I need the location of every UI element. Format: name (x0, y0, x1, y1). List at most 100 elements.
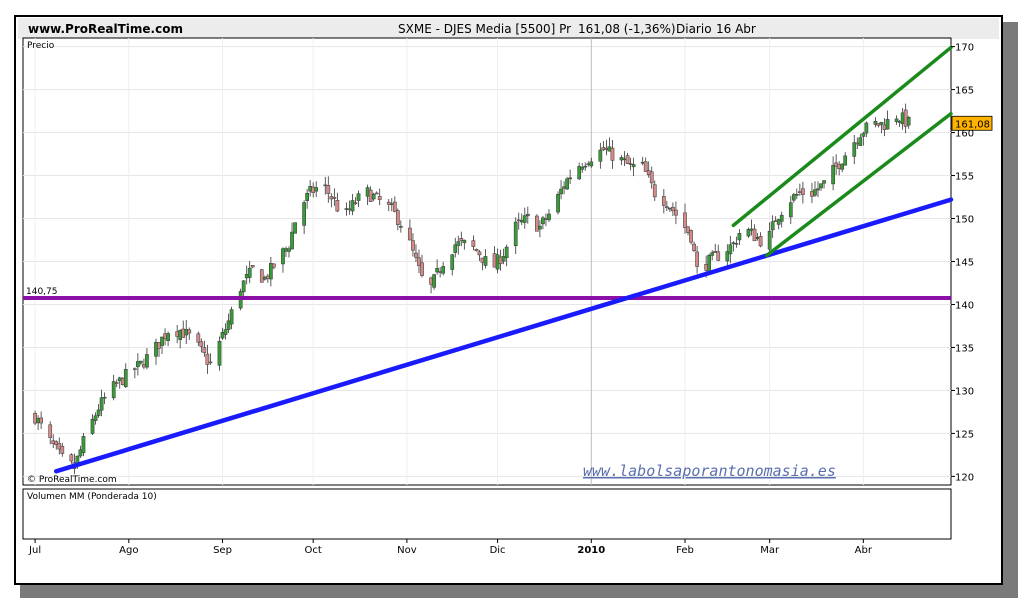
candle-body (305, 192, 309, 201)
candle-body (879, 122, 884, 125)
candle-body (435, 268, 439, 273)
candle-body (671, 206, 675, 212)
candle-body (99, 397, 104, 411)
candle-body (244, 274, 249, 279)
candle-body (610, 147, 615, 161)
candle-body (794, 193, 799, 196)
candle-body (622, 158, 627, 161)
candle-body (347, 208, 352, 211)
candle-body (474, 248, 479, 252)
candle-body (287, 248, 291, 252)
candle-body (371, 194, 376, 200)
candle-body (414, 252, 418, 258)
candle-body (619, 157, 624, 161)
candle-body (39, 417, 43, 424)
y-tick-label: 160 (955, 129, 974, 140)
y-tick-label: 165 (955, 86, 974, 97)
candle-body (57, 443, 62, 450)
candle-body (114, 382, 119, 384)
candle-body (471, 240, 476, 247)
y-tick-label: 130 (955, 386, 974, 397)
candle-body (519, 219, 524, 223)
candle-body (788, 202, 793, 218)
candle-body (882, 124, 887, 130)
y-tick-label: 145 (955, 258, 974, 269)
candle-body (649, 171, 654, 184)
x-tick-label: Oct (305, 545, 322, 556)
candle-body (541, 217, 545, 225)
y-tick-label: 170 (955, 43, 974, 54)
candle-body (504, 246, 509, 258)
candle-body (293, 222, 297, 234)
y-tick-label: 125 (955, 429, 974, 440)
candle-body (389, 203, 394, 205)
candle-body (516, 219, 521, 222)
candle-body (477, 251, 482, 256)
candle-body (692, 243, 696, 251)
candle-body (801, 188, 805, 195)
y-tick-label: 150 (955, 215, 974, 226)
candle-body (737, 233, 742, 241)
trend-line-channel-upper (731, 45, 953, 228)
candle-body (791, 194, 796, 201)
candle-body (51, 440, 56, 444)
candle-body (450, 254, 455, 270)
candle-body (229, 309, 234, 325)
candle-body (577, 166, 582, 180)
candle-body (281, 248, 285, 265)
y-tick-label: 140 (955, 300, 974, 311)
candle-body (356, 193, 361, 201)
candle-body (417, 257, 421, 266)
candle-body (102, 396, 107, 399)
candle-body (900, 112, 905, 125)
candle-body (247, 267, 252, 278)
candle-body (432, 274, 436, 288)
candle-body (335, 200, 340, 212)
candle-body (674, 209, 678, 216)
x-tick-label: Jul (28, 545, 41, 556)
candle-body (166, 333, 170, 342)
candle-body (810, 191, 814, 197)
candle-body (196, 333, 201, 343)
last-price-label: 161,08 (955, 119, 990, 130)
candle-body (290, 231, 294, 250)
candle-body (607, 146, 612, 152)
candle-body (202, 347, 207, 354)
candle-body (163, 333, 167, 340)
candle-body (453, 244, 458, 253)
site-name[interactable]: www.ProRealTime.com (28, 22, 183, 36)
x-tick-label: Abr (855, 545, 873, 556)
candle-body (96, 409, 101, 416)
candle-body (752, 228, 757, 242)
candle-body (583, 165, 588, 168)
candle-body (513, 221, 518, 247)
candle-body (377, 196, 382, 200)
candle-body (779, 214, 784, 222)
candle-body (374, 192, 379, 195)
candle-body (392, 201, 397, 212)
candle-body (556, 193, 560, 213)
period-label: Diario (676, 22, 712, 36)
candle-body (755, 237, 760, 239)
candle-body (386, 201, 391, 205)
candle-body (54, 441, 59, 446)
horizontal-level-label: 140,75 (26, 287, 58, 297)
candle-body (223, 329, 228, 335)
candle-body (142, 364, 146, 368)
candle-body (60, 446, 65, 454)
candle-body (864, 122, 869, 134)
candle-body (323, 184, 328, 187)
y-axis: 120 125 130 135 140 145 150 155 160 165 170 161,08 (951, 43, 993, 483)
candle-body (852, 142, 857, 157)
candles (33, 103, 911, 475)
candle-body (411, 240, 415, 251)
candle-body (837, 164, 842, 170)
candle-body (123, 369, 128, 387)
candle-body (819, 183, 823, 189)
candle-body (132, 368, 137, 370)
candle-body (559, 188, 563, 195)
candle-body (855, 142, 860, 145)
candle-body (420, 262, 424, 276)
candle-body (269, 263, 273, 280)
